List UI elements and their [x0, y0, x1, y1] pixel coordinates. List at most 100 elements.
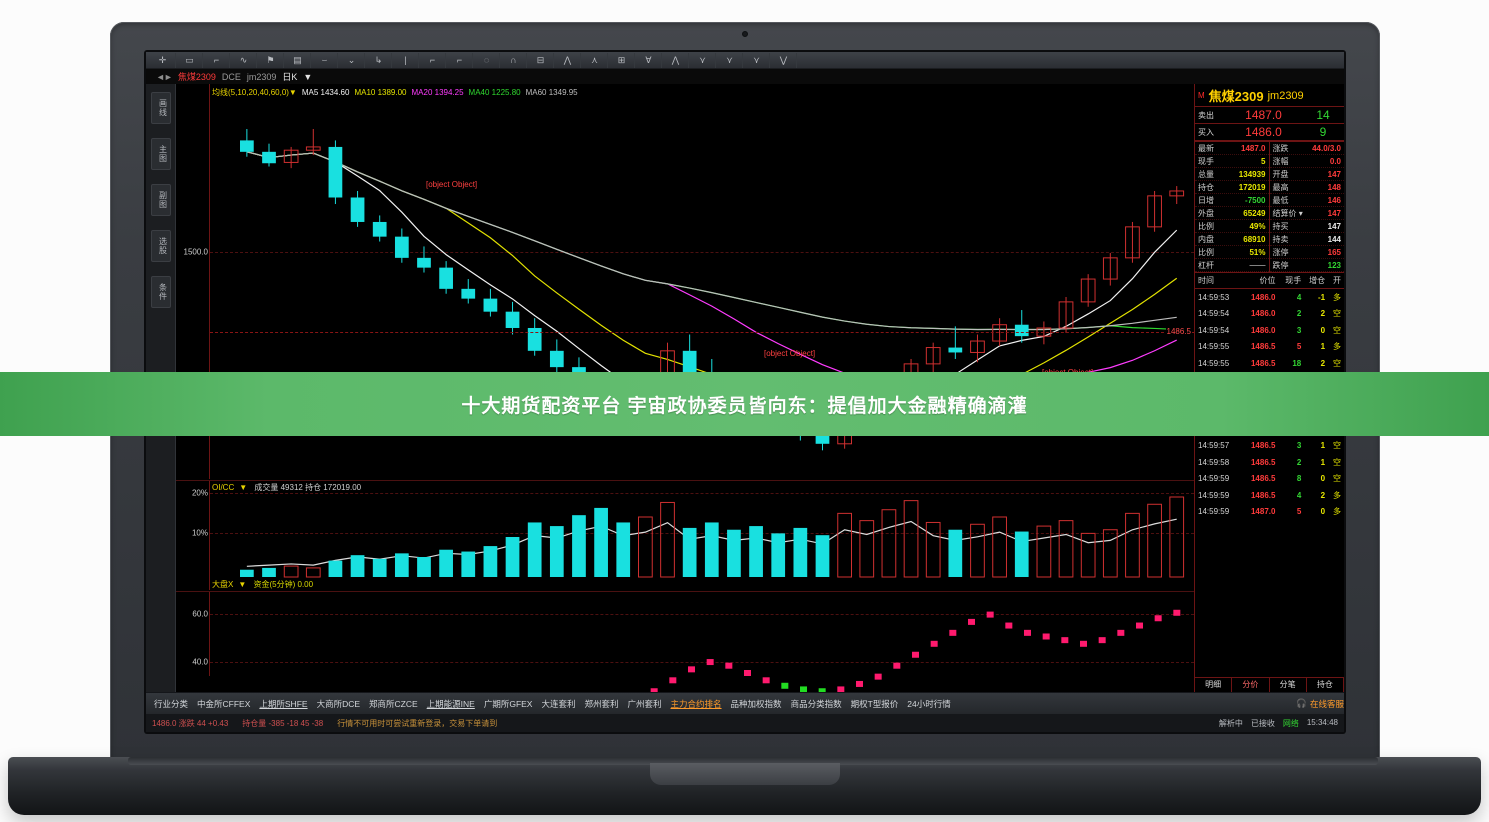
tick-price: 1486.0 [1250, 325, 1276, 335]
tool6-icon[interactable]: ⊟ [528, 52, 554, 68]
rect-icon[interactable]: ▭ [177, 52, 203, 68]
tick-time: 14:59:54 [1198, 325, 1230, 335]
market-nav-item-6[interactable]: 广期所GFEX [483, 698, 533, 709]
rail-tab-0[interactable]: 画线 [150, 92, 171, 124]
tick-row[interactable]: 14:59:59 1486.5 4 2 多 [1195, 487, 1344, 504]
bid-volume: 9 [1319, 125, 1327, 139]
market-nav-item-0[interactable]: 行业分类 [154, 698, 189, 709]
fan-icon[interactable]: ⌄ [339, 52, 365, 68]
tick-row[interactable]: 14:59:59 1486.5 8 0 空 [1195, 471, 1344, 488]
quote-tabs[interactable]: 明细 分价 分笔 持仓 [1195, 677, 1344, 692]
tick-row[interactable]: 14:59:54 1486.0 2 2 空 [1195, 306, 1344, 323]
stat-key: 最高 [1272, 182, 1289, 192]
quote-tab-持仓[interactable]: 持仓 [1307, 678, 1344, 692]
bid-row[interactable]: 买入 1486.0 9 [1195, 124, 1344, 141]
period-selector[interactable]: 日K [282, 72, 298, 82]
tick-row[interactable]: 14:59:59 1487.0 5 0 多 [1195, 504, 1344, 521]
fib-icon[interactable]: ↳ [366, 52, 392, 68]
tool1-icon[interactable]: | [393, 52, 419, 68]
market-nav-item-9[interactable]: 广州套利 [627, 698, 662, 709]
market-nav-item-2[interactable]: 上期所SHFE [259, 698, 308, 709]
tool7-icon[interactable]: ⋀ [555, 52, 581, 68]
tick-row[interactable]: 14:59:55 1486.5 5 1 多 [1195, 339, 1344, 356]
nav-arrows-icon[interactable]: ◄► [156, 71, 173, 82]
tick-price: 1486.5 [1250, 441, 1276, 451]
promo-banner-text: 十大期货配资平台 宇宙政协委员皆向东：提倡加大金融精确滴灌 [461, 395, 1028, 417]
channel-icon[interactable]: ⌣ [312, 52, 338, 68]
tick-hand: 18 [1292, 358, 1302, 368]
capital-indicator-name[interactable]: 大盘X [212, 580, 234, 589]
tool2-icon[interactable]: ⌐ [420, 52, 446, 68]
tick-price: 1486.0 [1250, 292, 1276, 302]
tool3-icon[interactable]: ⌐ [447, 52, 473, 68]
quote-tab-分笔[interactable]: 分笔 [1270, 678, 1307, 692]
tick-oi: 1 [1320, 441, 1326, 451]
stat-value: 65249 [1243, 208, 1266, 218]
flag-icon[interactable]: ⚑ [258, 52, 284, 68]
market-nav-item-13[interactable]: 期权T型报价 [850, 698, 899, 709]
more-icon[interactable]: ⋁ [771, 52, 797, 68]
market-nav-item-4[interactable]: 郑商所CZCE [369, 698, 418, 709]
market-nav-item-8[interactable]: 郑州套利 [584, 698, 619, 709]
tool11-icon[interactable]: ⋀ [663, 52, 689, 68]
rail-tab-1[interactable]: 主图 [150, 138, 171, 170]
tick-row[interactable]: 14:59:57 1486.5 3 1 空 [1195, 438, 1344, 455]
tool9-icon[interactable]: ⊞ [609, 52, 635, 68]
oscillator-pane[interactable]: 60.0 40.0 20.0 0.0 [176, 591, 1194, 722]
rail-tab-2[interactable]: 副图 [150, 184, 171, 216]
chevron-down-icon[interactable]: ▼ [238, 580, 247, 589]
volume-pane[interactable]: 20% 10% OI/CC ▼ 成交量 49312 持仓 172019.00 大盘… [176, 480, 1194, 590]
market-nav-item-12[interactable]: 商品分类指数 [790, 698, 842, 709]
trend-icon[interactable]: ∿ [231, 52, 257, 68]
market-nav-item-1[interactable]: 中金所CFFEX [197, 698, 251, 709]
rail-tab-3[interactable]: 选股 [150, 230, 171, 262]
market-nav-item-3[interactable]: 大商所DCE [316, 698, 361, 709]
tick-row[interactable]: 14:59:55 1486.5 18 2 空 [1195, 355, 1344, 372]
market-nav-item-10[interactable]: 主力合约排名 [670, 698, 722, 709]
tool14-icon[interactable]: ⋎ [744, 52, 770, 68]
online-support-button[interactable]: 🎧 在线客服 [1296, 698, 1344, 710]
cursor-icon[interactable]: ✛ [150, 52, 176, 68]
ask-row[interactable]: 卖出 1487.0 14 [1195, 107, 1344, 124]
symbol-name: 焦煤2309 [177, 72, 216, 82]
ma-legend[interactable]: 均线(5,10,20,40,60,0)▼ MA5 1434.60 MA10 1389… [212, 87, 583, 98]
tool5-icon[interactable]: ∩ [501, 52, 527, 68]
flag-icon: M [1198, 91, 1205, 100]
tick-oi: 0 [1320, 325, 1326, 335]
market-nav-item-5[interactable]: 上期能源INE [426, 698, 475, 709]
hline-icon[interactable]: ⌐ [204, 52, 230, 68]
chevron-down-icon[interactable]: ▼ [303, 71, 313, 82]
tool4-icon[interactable]: ◌ [474, 52, 500, 68]
frame-icon[interactable]: ▤ [285, 52, 311, 68]
market-nav-item-11[interactable]: 品种加权指数 [730, 698, 782, 709]
chevron-down-icon[interactable]: ▼ [239, 483, 248, 492]
market-nav-item-14[interactable]: 24小时行情 [907, 698, 951, 709]
tick-row[interactable]: 14:59:53 1486.0 4 -1 多 [1195, 289, 1344, 306]
tool13-icon[interactable]: ⋎ [717, 52, 743, 68]
tick-row[interactable]: 14:59:58 1486.5 2 1 空 [1195, 454, 1344, 471]
stat-row-left-2: 总量 134939 [1195, 168, 1269, 181]
annotation-1448: [object Object] [764, 349, 816, 358]
tick-hand: 2 [1296, 457, 1302, 467]
tool8-icon[interactable]: ⋏ [582, 52, 608, 68]
quote-tab-分价[interactable]: 分价 [1232, 678, 1270, 692]
market-nav-item-7[interactable]: 大连套利 [541, 698, 576, 709]
tick-time: 14:59:59 [1198, 474, 1230, 484]
tick-hand: 4 [1296, 292, 1302, 302]
rail-tab-4[interactable]: 条件 [150, 276, 171, 308]
stat-value: 144 [1327, 234, 1341, 244]
current-price-line [210, 332, 1194, 333]
status-right-item-0: 解析中 [1218, 718, 1243, 728]
tool10-icon[interactable]: ∀ [636, 52, 662, 68]
drawing-toolbar[interactable]: ✛ ▭ ⌐ ∿ ⚑ ▤ ⌣ ⌄ ↳ | ⌐ ⌐ ◌ ∩ ⊟ ⋀ ⋏ ⊞ ∀ ⋀ ⋎ ⋎ ⋎ ⋁ [146, 52, 1344, 69]
stat-row-left-8: 比例 51% [1195, 246, 1269, 259]
stat-row-right-7: 持卖 144 [1269, 233, 1344, 246]
volume-indicator-name[interactable]: OI/CC [212, 483, 235, 492]
tick-row[interactable]: 14:59:54 1486.0 3 0 空 [1195, 322, 1344, 339]
quote-tab-明细[interactable]: 明细 [1195, 678, 1233, 692]
ma-indicator-name[interactable]: 均线(5,10,20,40,60,0)▼ [212, 88, 297, 97]
tool12-icon[interactable]: ⋎ [690, 52, 716, 68]
market-nav-bar[interactable]: 行业分类 中金所CFFEX 上期所SHFE 大商所DCE 郑商所CZCE 上期能源INE 广… [146, 692, 1344, 714]
volume-legend-2[interactable]: 大盘X ▼ 资金(5分钟) 0.00 [212, 579, 318, 590]
volume-legend[interactable]: OI/CC ▼ 成交量 49312 持仓 172019.00 [212, 482, 366, 493]
